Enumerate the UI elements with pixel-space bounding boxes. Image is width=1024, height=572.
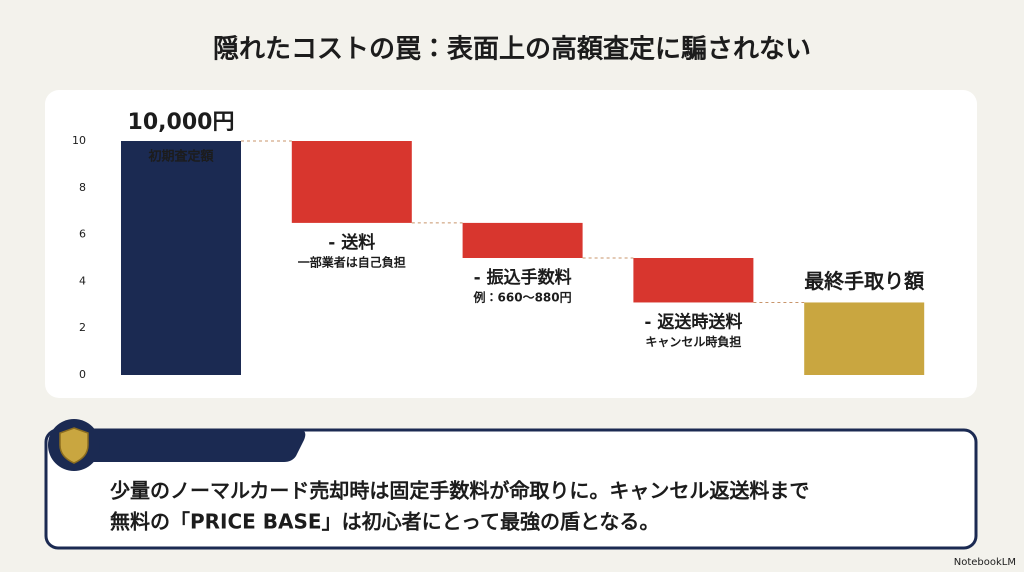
category-label: - 返送時送料 [644, 311, 742, 332]
category-label: - 送料 [328, 232, 375, 253]
sub-label: キャンセル時負担 [645, 334, 741, 349]
bar [121, 141, 241, 375]
bar [291, 141, 412, 223]
callout-line: 無料の「PRICE BASE」は初心者にとって最強の盾となる。 [110, 510, 659, 534]
y-tick-label: 6 [79, 228, 86, 241]
footer-brand: NotebookLM [954, 557, 1016, 568]
bar [633, 258, 754, 303]
value-label: 10,000円 [128, 110, 235, 135]
sub-label: 一部業者は自己負担 [298, 254, 406, 269]
callout-line: 少量のノーマルカード売却時は固定手数料が命取りに。キャンセル返送料まで [110, 479, 809, 503]
callout-tab [60, 430, 306, 462]
y-tick-label: 4 [79, 274, 86, 287]
sub-label: 例：660〜880円 [473, 290, 572, 305]
bar [462, 222, 583, 258]
shield-icon [59, 427, 89, 464]
category-label: 初期査定額 [147, 149, 214, 165]
category-label: - 振込手数料 [474, 267, 572, 288]
bar [804, 302, 925, 375]
category-label: 最終手取り額 [804, 269, 925, 293]
y-tick-label: 10 [72, 134, 86, 147]
y-tick-label: 0 [79, 368, 86, 381]
slide-title: 隠れたコストの罠：表面上の高額査定に騙されない [213, 35, 811, 65]
y-tick-label: 2 [79, 321, 86, 334]
y-tick-label: 8 [79, 181, 86, 194]
